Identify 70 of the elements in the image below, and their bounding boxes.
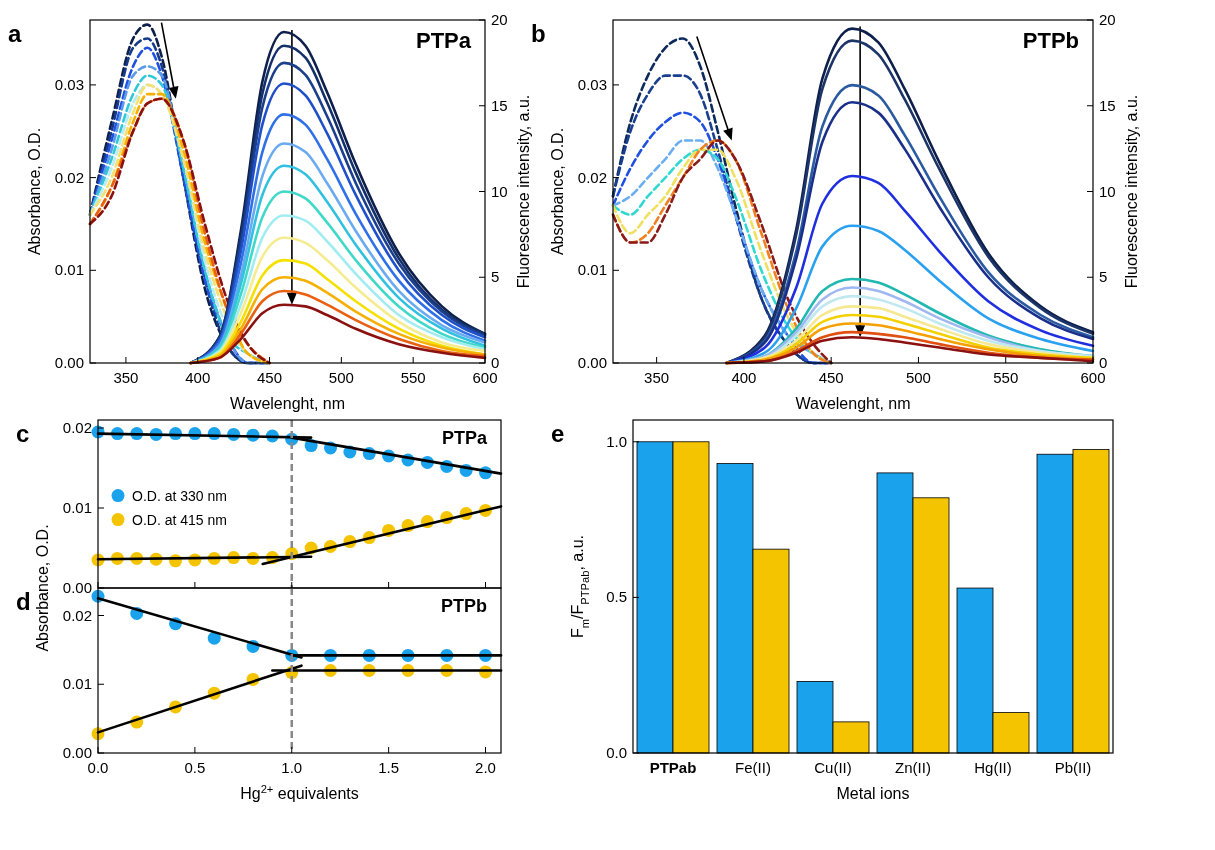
x-axis-title: Wavelenght, nm [795, 395, 911, 412]
y2-tick-label: 10 [1099, 182, 1116, 200]
x-tick-label: 400 [185, 369, 211, 386]
x-tick-label: 500 [905, 369, 931, 386]
x-tick-label: 350 [113, 369, 139, 386]
y2-tick-label: 0 [1099, 354, 1108, 371]
y-tick-label: 0.03 [54, 75, 84, 93]
x-tick-label: 2.0 [475, 759, 496, 776]
x-tick-label: Fe(II) [735, 759, 771, 776]
x-tick-label: Cu(II) [814, 759, 852, 776]
x-tick-label: 350 [644, 369, 670, 386]
y-tick-label: 0.01 [62, 675, 92, 693]
chart-title: PTPa [415, 28, 472, 53]
chart-title: PTPb [440, 596, 487, 616]
y-tick-label: 0.01 [54, 261, 84, 279]
y-axis-title: Absorbance, O.D. [34, 524, 51, 652]
x-axis-title: Metal ions [836, 785, 910, 802]
text: d [16, 588, 31, 615]
text: b [531, 20, 546, 47]
text: a [8, 20, 22, 47]
chart-title: PTPa [441, 428, 488, 448]
x-tick-label: 0.5 [184, 759, 206, 776]
legend-label: O.D. at 330 nm [132, 487, 227, 504]
y-axis-title: Absorbance, O.D. [549, 127, 566, 256]
x-tick-label: Pb(II) [1054, 759, 1092, 776]
x-tick-label: 550 [993, 369, 1019, 386]
y2-tick-label: 5 [491, 268, 500, 286]
y2-axis-title: Fluorescence intensity, a.u. [515, 94, 532, 289]
x-tick-label: 450 [818, 369, 844, 386]
x-tick-label: 500 [328, 369, 354, 386]
x-tick-label: Zn(II) [895, 759, 931, 776]
y-tick-label: 0.00 [577, 354, 607, 371]
y-tick-label: 0.00 [54, 354, 84, 371]
y2-tick-label: 20 [1099, 11, 1116, 28]
y2-axis-title: Fluorescence intensity, a.u. [1123, 94, 1140, 289]
y-tick-label: 0.02 [62, 606, 92, 624]
x-tick-label: 1.5 [378, 759, 400, 776]
y-tick-label: 0.00 [62, 744, 92, 761]
y-axis-title: Absorbance, O.D. [26, 127, 43, 256]
y-tick-label: 0.02 [62, 419, 92, 436]
text: c [16, 420, 30, 447]
legend-label: O.D. at 415 nm [132, 511, 227, 528]
y-tick-label: 0.01 [577, 261, 607, 279]
x-tick-label: 0.0 [87, 759, 109, 776]
x-tick-label: 450 [257, 369, 283, 386]
y2-tick-label: 15 [491, 96, 508, 114]
x-tick-label: 600 [1080, 369, 1106, 386]
x-tick-label: 400 [731, 369, 757, 386]
y-tick-label: 0.00 [62, 579, 92, 596]
y2-tick-label: 15 [1099, 96, 1116, 114]
y-tick-label: 0.5 [606, 588, 627, 606]
x-tick-label: 550 [400, 369, 426, 386]
x-tick-label: Hg(II) [974, 759, 1012, 776]
text: e [551, 420, 565, 447]
y-tick-label: 0.0 [606, 744, 627, 761]
y-tick-label: 0.03 [577, 75, 607, 93]
y-tick-label: 0.01 [62, 499, 92, 516]
y2-tick-label: 5 [1099, 268, 1108, 286]
y2-tick-label: 0 [491, 354, 500, 371]
x-tick-label: PTPab [649, 759, 697, 776]
y-tick-label: 0.02 [577, 168, 607, 186]
x-tick-label: 1.0 [281, 759, 303, 776]
y-tick-label: 1.0 [606, 432, 627, 450]
x-axis-title: Wavelenght, nm [229, 395, 346, 412]
y2-tick-label: 20 [491, 11, 508, 28]
y2-tick-label: 10 [491, 182, 508, 200]
y-tick-label: 0.02 [54, 168, 84, 186]
chart-title: PTPb [1022, 28, 1079, 53]
x-axis-title: Hg$^{2+}$ equivalents [240, 783, 359, 802]
x-tick-label: 600 [472, 369, 498, 386]
